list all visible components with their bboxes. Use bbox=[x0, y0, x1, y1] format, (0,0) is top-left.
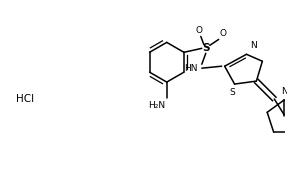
Text: S: S bbox=[230, 88, 235, 97]
Text: O: O bbox=[219, 29, 226, 38]
Text: N: N bbox=[251, 41, 257, 50]
Text: HCl: HCl bbox=[16, 94, 34, 104]
Text: H₂N: H₂N bbox=[148, 101, 165, 110]
Text: HN: HN bbox=[184, 64, 198, 73]
Text: N: N bbox=[281, 87, 287, 96]
Text: S: S bbox=[202, 43, 210, 53]
Text: O: O bbox=[195, 26, 202, 35]
